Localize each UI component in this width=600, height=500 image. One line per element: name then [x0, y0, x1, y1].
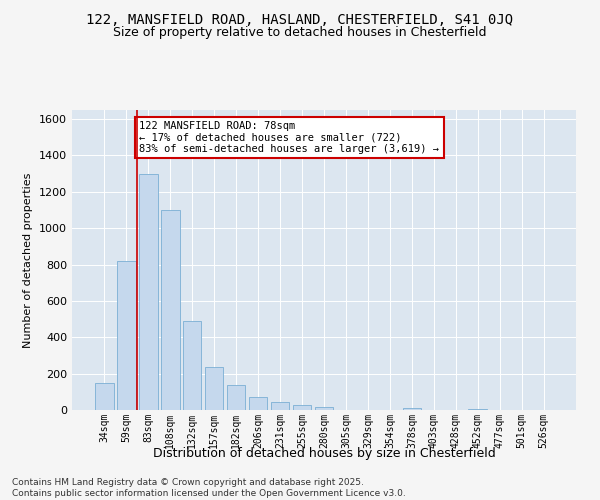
Bar	[117, 261, 136, 410]
Bar	[183, 321, 202, 410]
Bar	[271, 402, 289, 410]
Text: Distribution of detached houses by size in Chesterfield: Distribution of detached houses by size …	[152, 448, 496, 460]
Bar	[314, 406, 334, 410]
Y-axis label: Number of detached properties: Number of detached properties	[23, 172, 34, 348]
Bar	[95, 382, 113, 410]
Text: 122, MANSFIELD ROAD, HASLAND, CHESTERFIELD, S41 0JQ: 122, MANSFIELD ROAD, HASLAND, CHESTERFIE…	[86, 12, 514, 26]
Bar	[249, 398, 268, 410]
Text: Contains HM Land Registry data © Crown copyright and database right 2025.
Contai: Contains HM Land Registry data © Crown c…	[12, 478, 406, 498]
Text: Size of property relative to detached houses in Chesterfield: Size of property relative to detached ho…	[113, 26, 487, 39]
Bar	[403, 408, 421, 410]
Bar	[469, 408, 487, 410]
Bar	[139, 174, 158, 410]
Bar	[293, 405, 311, 410]
Text: 122 MANSFIELD ROAD: 78sqm
← 17% of detached houses are smaller (722)
83% of semi: 122 MANSFIELD ROAD: 78sqm ← 17% of detac…	[139, 121, 439, 154]
Bar	[205, 368, 223, 410]
Bar	[161, 210, 179, 410]
Bar	[227, 384, 245, 410]
